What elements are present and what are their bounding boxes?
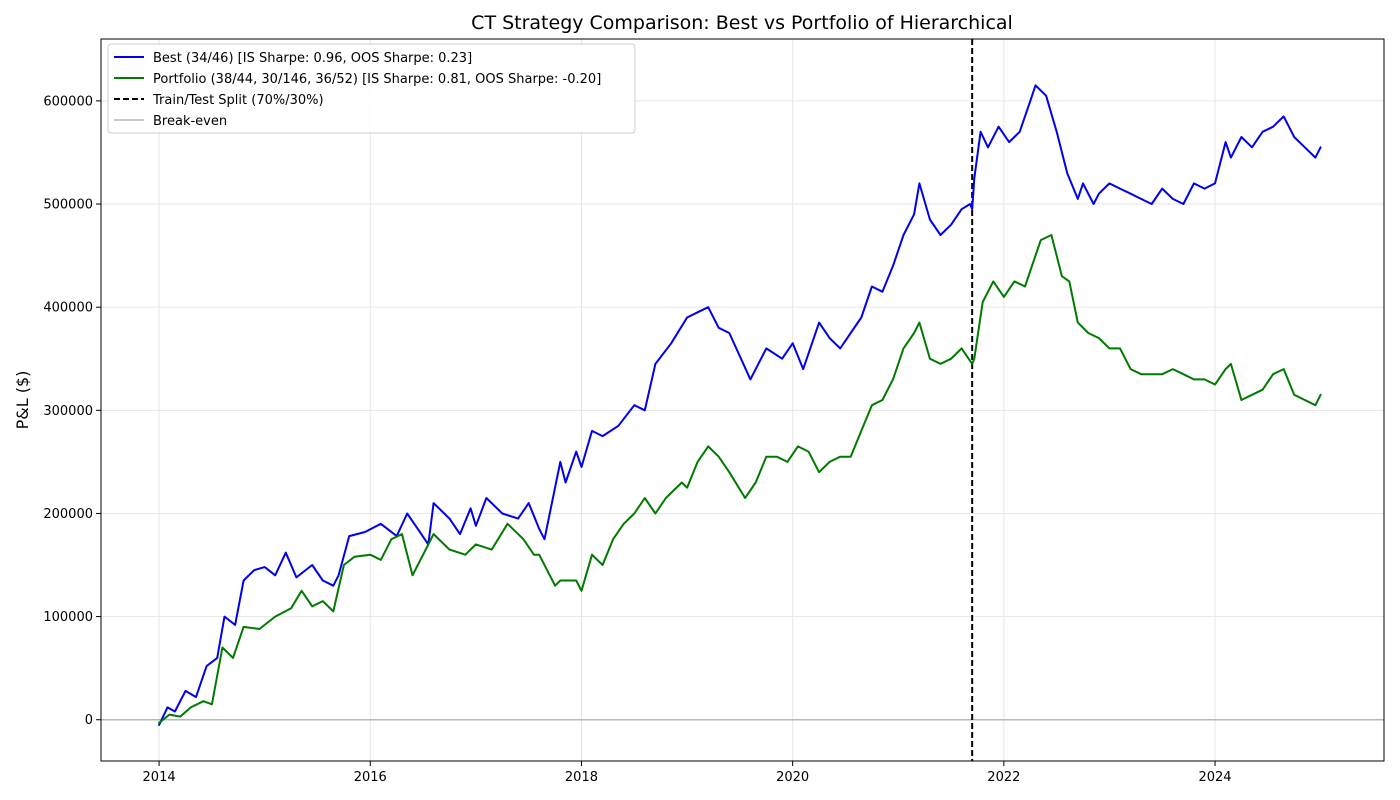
legend-label-portfolio: Portfolio (38/44, 30/146, 36/52) [IS Sha… — [153, 72, 601, 87]
y-tick-label: 600000 — [43, 94, 93, 109]
y-tick-label: 300000 — [43, 404, 93, 419]
x-tick-label: 2018 — [565, 770, 598, 785]
grid-layer — [101, 39, 1384, 761]
legend-label-breakeven: Break-even — [153, 114, 227, 129]
legend-label-split: Train/Test Split (70%/30%) — [152, 93, 324, 108]
x-tick-label: 2020 — [776, 770, 809, 785]
portfolio-series-line — [158, 234, 1322, 724]
x-tick-label: 2022 — [987, 770, 1020, 785]
y-tick-label: 500000 — [43, 198, 93, 213]
legend-box — [107, 43, 636, 134]
y-tick-label: 0 — [85, 713, 93, 728]
axis-layer: 2014 2016 2018 2020 2022 2024 0 100000 200000 300… — [43, 94, 1231, 785]
legend-label-best: Best (34/46) [IS Sharpe: 0.96, OOS Sharp… — [153, 51, 472, 66]
x-tick-label: 2024 — [1198, 770, 1231, 785]
y-tick-label: 100000 — [43, 610, 93, 625]
legend: Best (34/46) [IS Sharpe: 0.96, OOS Sharp… — [107, 43, 636, 134]
reference-layer — [101, 39, 1384, 761]
chart-title: CT Strategy Comparison: Best vs Portfoli… — [471, 12, 1013, 34]
best-series-line — [158, 84, 1322, 726]
x-tick-label: 2014 — [143, 770, 176, 785]
y-tick-label: 400000 — [43, 301, 93, 316]
series-layer — [158, 84, 1322, 726]
y-tick-label: 200000 — [43, 507, 93, 522]
y-axis-label: P&L ($) — [13, 371, 32, 430]
plot-frame — [100, 38, 1385, 762]
x-tick-label: 2016 — [354, 770, 387, 785]
